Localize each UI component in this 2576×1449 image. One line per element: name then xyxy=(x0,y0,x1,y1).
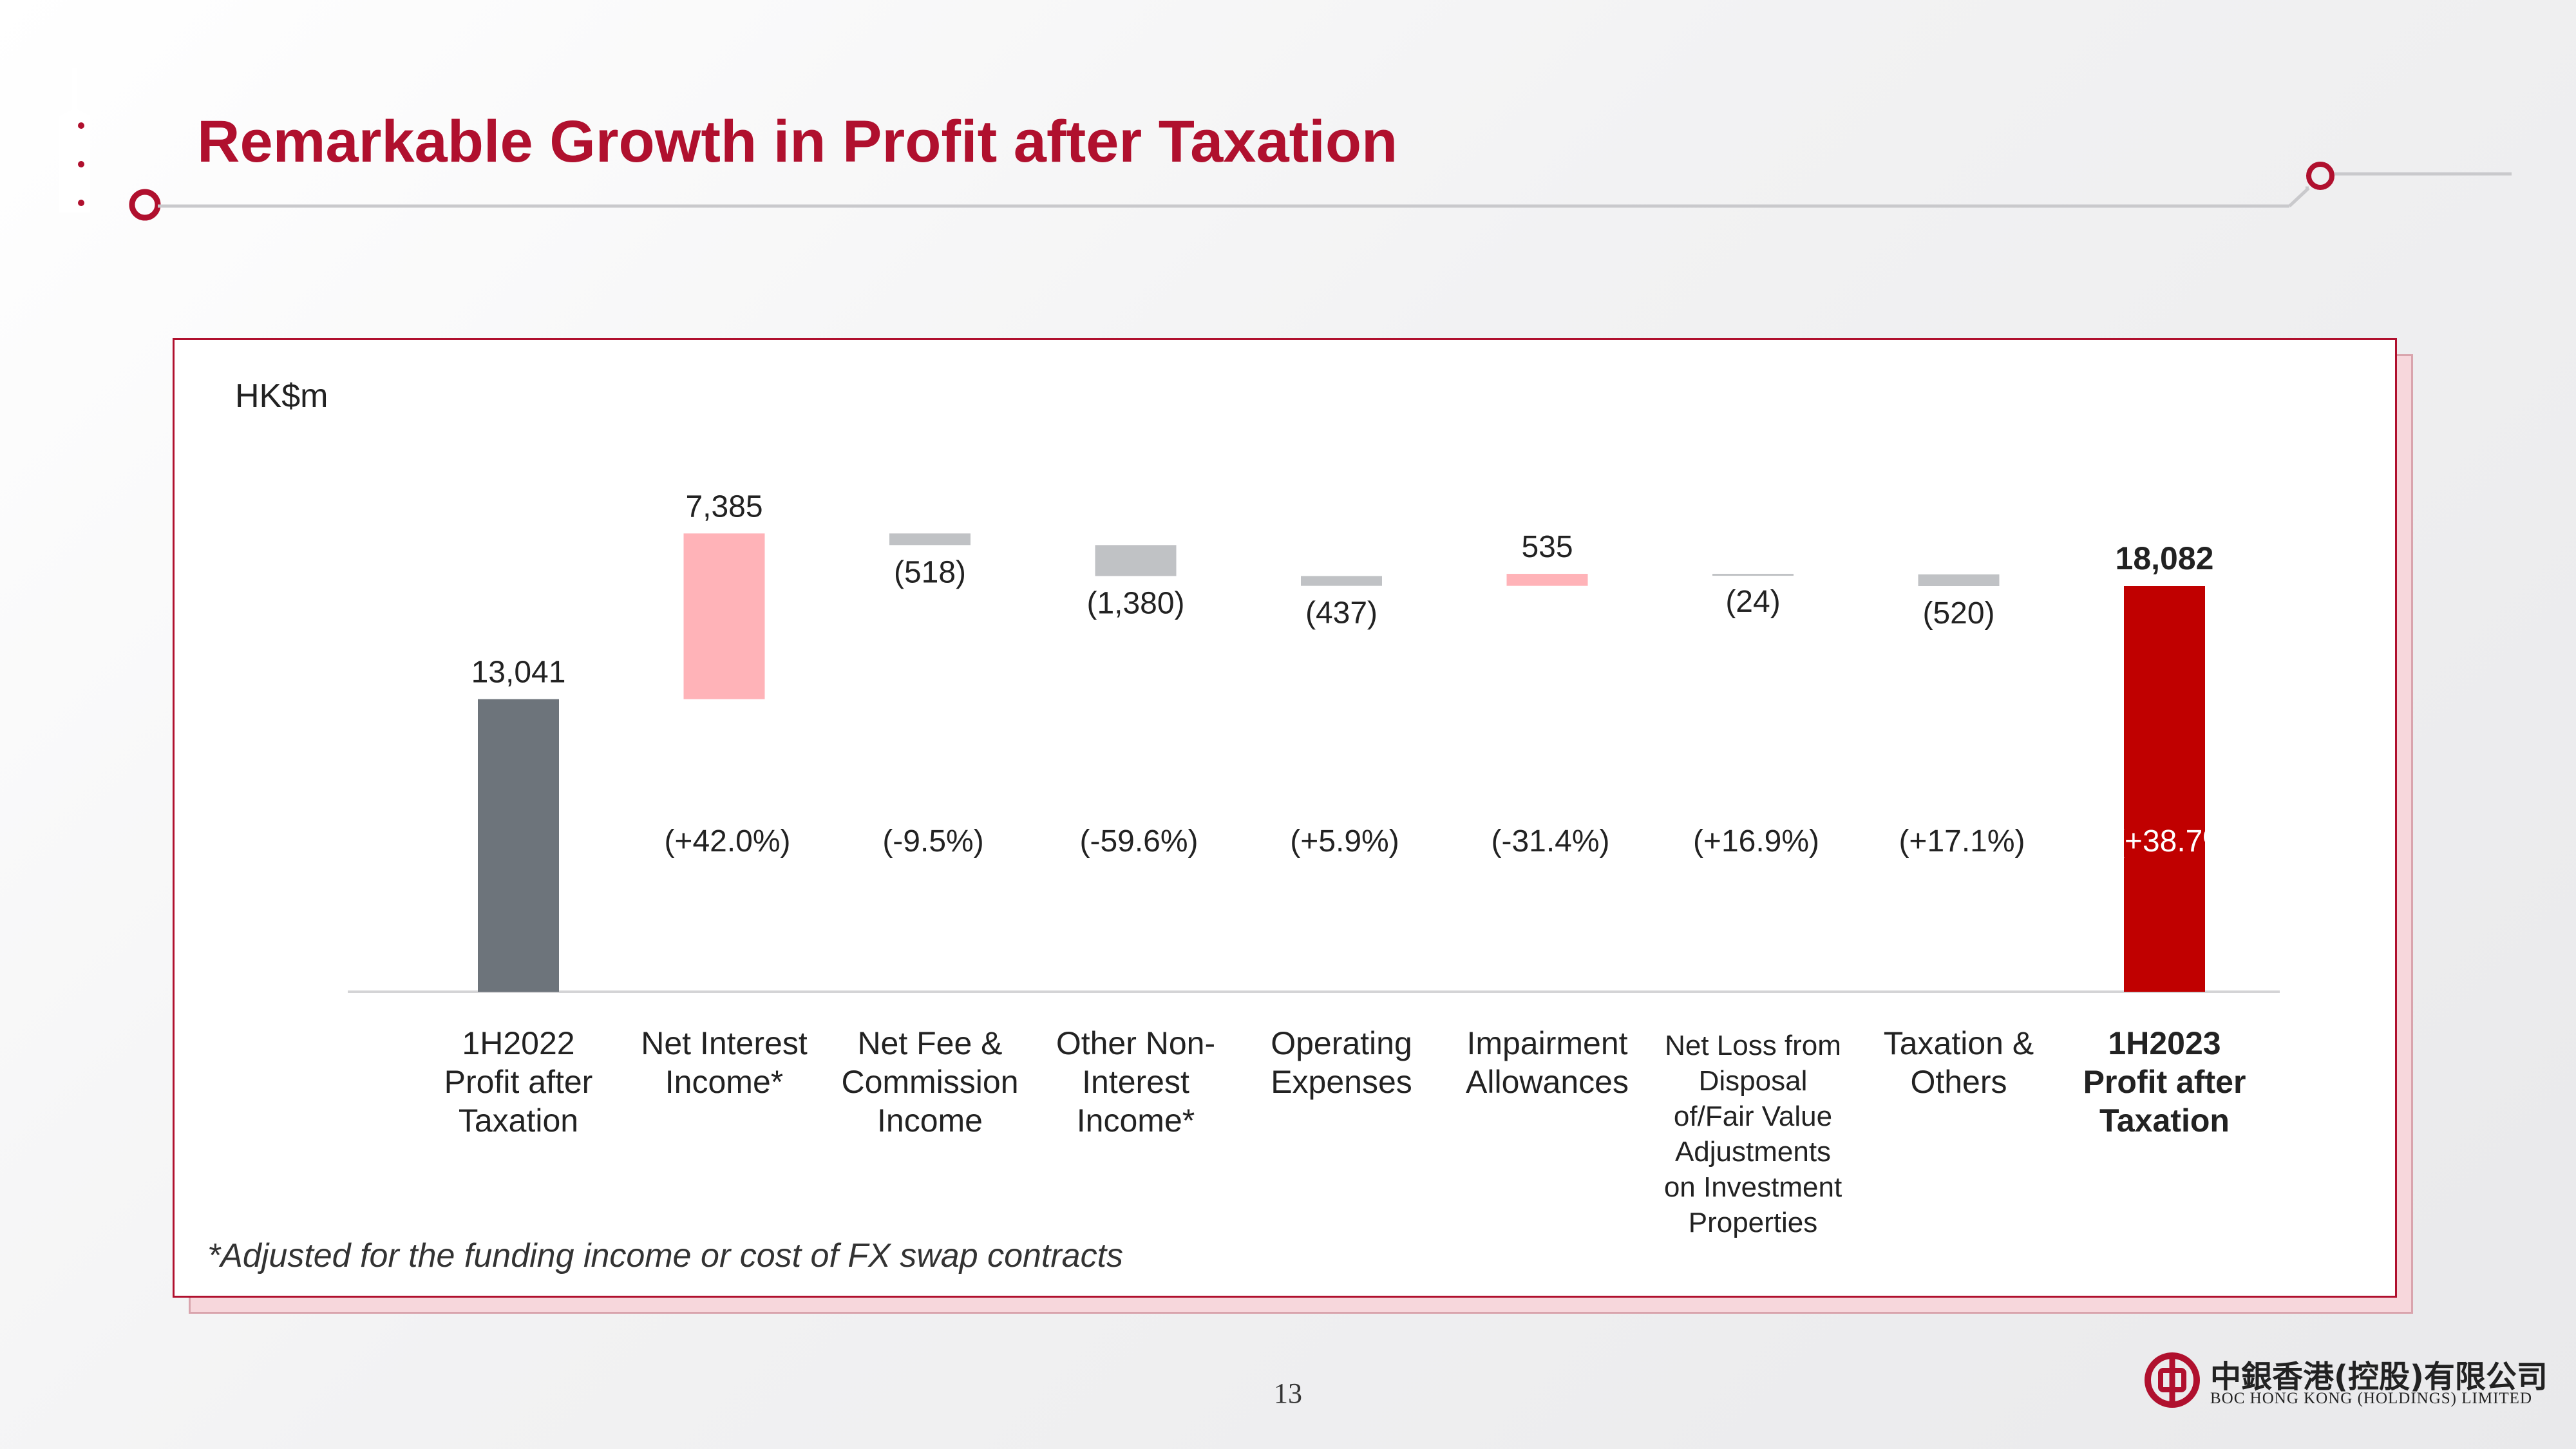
logo-english-name: BOC HONG KONG (HOLDINGS) LIMITED xyxy=(2210,1390,2533,1407)
page-number: 13 xyxy=(1274,1378,1302,1409)
change-label-8: (+38.7%) xyxy=(2114,824,2240,858)
category-label-0: 1H2022 Profit after Taxation xyxy=(444,1025,593,1139)
value-label-1: 7,385 xyxy=(685,489,762,524)
bar-8 xyxy=(2124,586,2205,992)
header-decoration xyxy=(59,68,2512,221)
value-label-3: (1,380) xyxy=(1086,586,1184,620)
category-label-5: Impairment Allowances xyxy=(1466,1025,1629,1100)
value-label-7: (520) xyxy=(1922,596,1994,630)
change-label-5: (-31.4%) xyxy=(1491,824,1609,858)
category-label-4: Operating Expenses xyxy=(1271,1025,1412,1100)
bar-0 xyxy=(478,699,559,992)
value-label-2: (518) xyxy=(894,555,966,589)
category-label-7: Taxation & Others xyxy=(1883,1025,2034,1100)
bar-4 xyxy=(1301,576,1382,586)
bar-2 xyxy=(889,533,971,545)
change-label-2: (-9.5%) xyxy=(882,824,983,858)
value-label-4: (437) xyxy=(1305,596,1378,630)
slide-title: Remarkable Growth in Profit after Taxati… xyxy=(197,109,1398,175)
change-label-1: (+42.0%) xyxy=(664,824,790,858)
category-label-8: 1H2023 Profit after Taxation xyxy=(2083,1025,2246,1139)
category-label-1: Net Interest Income* xyxy=(641,1025,808,1100)
category-label-6: Net Loss from Disposal of/Fair Value Adj… xyxy=(1663,1030,1842,1238)
boc-logo-icon xyxy=(2145,1352,2200,1408)
logo-chinese-name: 中銀香港(控股)有限公司 xyxy=(2210,1359,2548,1395)
category-label-3: Other Non-Interest Income* xyxy=(1056,1025,1216,1139)
bar-5 xyxy=(1506,574,1588,586)
bar-7 xyxy=(1918,574,2000,586)
bar-6 xyxy=(1712,574,1794,576)
value-label-0: 13,041 xyxy=(471,656,566,690)
bar-3 xyxy=(1095,545,1177,576)
bar-1 xyxy=(683,533,765,699)
value-label-8: 18,082 xyxy=(2116,540,2214,576)
category-label-2: Net Fee & Commission Income xyxy=(841,1025,1019,1139)
value-label-5: 535 xyxy=(1521,530,1573,564)
value-label-6: (24) xyxy=(1725,585,1780,619)
unit-label: HK$m xyxy=(235,377,328,415)
change-label-6: (+16.9%) xyxy=(1693,824,1819,858)
footnote: *Adjusted for the funding income or cost… xyxy=(207,1237,1124,1274)
change-label-3: (-59.6%) xyxy=(1079,824,1198,858)
change-label-7: (+17.1%) xyxy=(1899,824,2025,858)
change-label-4: (+5.9%) xyxy=(1290,824,1399,858)
